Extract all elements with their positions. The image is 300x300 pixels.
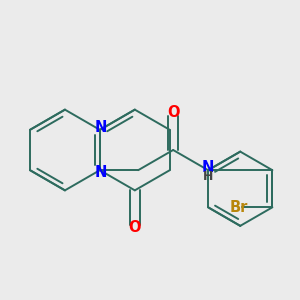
Text: O: O [167,106,179,121]
Text: O: O [129,220,141,235]
Text: N: N [94,165,106,180]
Text: N: N [202,160,214,175]
Text: H: H [203,170,213,183]
Text: N: N [94,120,106,135]
Text: Br: Br [230,200,248,215]
